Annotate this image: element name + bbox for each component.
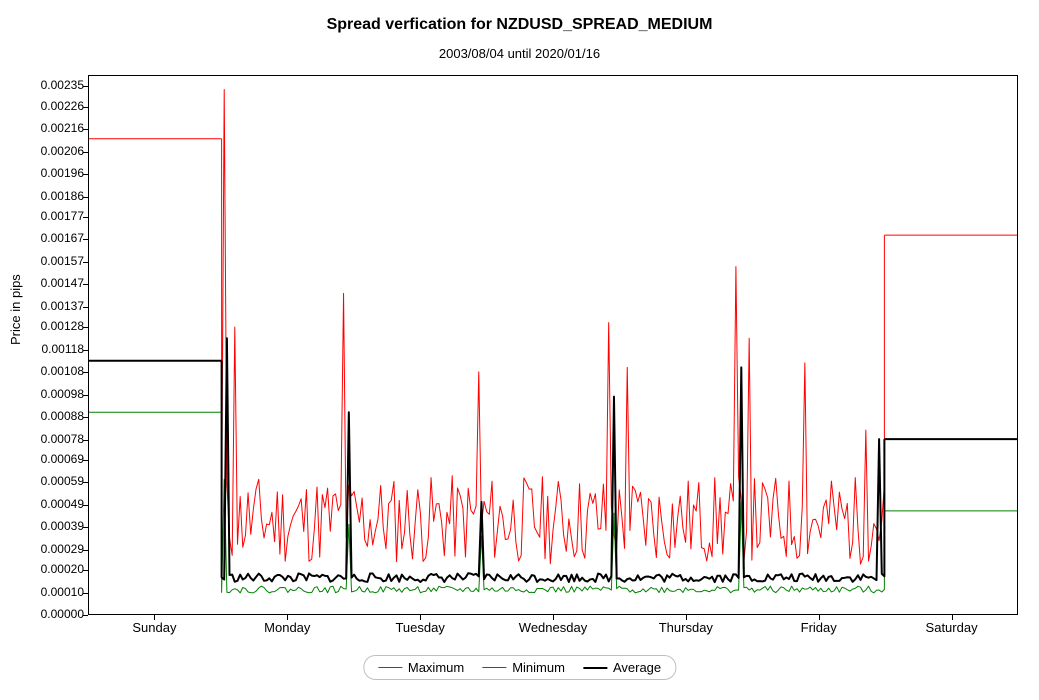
- ytick-mark: [83, 372, 88, 373]
- ytick-label: 0.00088: [14, 410, 84, 422]
- legend-label-average: Average: [613, 660, 661, 675]
- ytick-label: 0.00186: [14, 190, 84, 202]
- chart-subtitle: 2003/08/04 until 2020/01/16: [0, 46, 1039, 61]
- ytick-mark: [83, 527, 88, 528]
- xtick-mark: [686, 615, 687, 620]
- ytick-mark: [83, 417, 88, 418]
- ytick-mark: [83, 505, 88, 506]
- ytick-label: 0.00069: [14, 453, 84, 465]
- ytick-mark: [83, 129, 88, 130]
- xtick-label: Monday: [264, 620, 310, 635]
- ytick-mark: [83, 174, 88, 175]
- ytick-mark: [83, 395, 88, 396]
- ytick-mark: [83, 350, 88, 351]
- xtick-label: Sunday: [132, 620, 176, 635]
- xtick-mark: [420, 615, 421, 620]
- xtick-mark: [154, 615, 155, 620]
- legend-item-maximum: Maximum: [378, 660, 464, 675]
- ytick-label: 0.00039: [14, 520, 84, 532]
- ytick-mark: [83, 152, 88, 153]
- legend-swatch-average: [583, 667, 607, 669]
- ytick-label: 0.00235: [14, 79, 84, 91]
- legend-label-minimum: Minimum: [512, 660, 565, 675]
- ytick-mark: [83, 307, 88, 308]
- xtick-label: Tuesday: [395, 620, 444, 635]
- ytick-label: 0.00226: [14, 100, 84, 112]
- xtick-label: Thursday: [659, 620, 713, 635]
- ytick-label: 0.00137: [14, 300, 84, 312]
- ytick-label: 0.00098: [14, 388, 84, 400]
- xtick-mark: [287, 615, 288, 620]
- ytick-label: 0.00029: [14, 543, 84, 555]
- ytick-label: 0.00177: [14, 210, 84, 222]
- legend-item-average: Average: [583, 660, 661, 675]
- ytick-label: 0.00167: [14, 232, 84, 244]
- ytick-label: 0.00118: [14, 343, 84, 355]
- xtick-label: Saturday: [926, 620, 978, 635]
- ytick-label: 0.00010: [14, 586, 84, 598]
- ytick-label: 0.00000: [14, 608, 84, 620]
- ytick-mark: [83, 440, 88, 441]
- ytick-label: 0.00049: [14, 498, 84, 510]
- ytick-mark: [83, 593, 88, 594]
- legend-item-minimum: Minimum: [482, 660, 565, 675]
- ytick-label: 0.00147: [14, 277, 84, 289]
- ytick-label: 0.00196: [14, 167, 84, 179]
- chart-title: Spread verfication for NZDUSD_SPREAD_MED…: [0, 16, 1039, 34]
- ytick-label: 0.00078: [14, 433, 84, 445]
- legend-label-maximum: Maximum: [408, 660, 464, 675]
- ytick-mark: [83, 570, 88, 571]
- plot-area: [88, 75, 1018, 615]
- ytick-mark: [83, 217, 88, 218]
- ytick-label: 0.00157: [14, 255, 84, 267]
- xtick-label: Friday: [801, 620, 837, 635]
- ytick-label: 0.00128: [14, 320, 84, 332]
- ytick-mark: [83, 107, 88, 108]
- ytick-mark: [83, 615, 88, 616]
- ytick-label: 0.00020: [14, 563, 84, 575]
- xtick-mark: [819, 615, 820, 620]
- ytick-label: 0.00216: [14, 122, 84, 134]
- ytick-mark: [83, 262, 88, 263]
- ytick-mark: [83, 197, 88, 198]
- ytick-mark: [83, 482, 88, 483]
- ytick-mark: [83, 460, 88, 461]
- ytick-mark: [83, 86, 88, 87]
- legend-swatch-maximum: [378, 667, 402, 669]
- xtick-label: Wednesday: [519, 620, 587, 635]
- ytick-label: 0.00059: [14, 475, 84, 487]
- ytick-mark: [83, 327, 88, 328]
- chart-svg: [89, 76, 1017, 614]
- legend: Maximum Minimum Average: [363, 655, 676, 680]
- ytick-label: 0.00108: [14, 365, 84, 377]
- ytick-mark: [83, 550, 88, 551]
- ytick-label: 0.00206: [14, 145, 84, 157]
- legend-swatch-minimum: [482, 667, 506, 669]
- xtick-mark: [952, 615, 953, 620]
- ytick-mark: [83, 239, 88, 240]
- xtick-mark: [553, 615, 554, 620]
- ytick-mark: [83, 284, 88, 285]
